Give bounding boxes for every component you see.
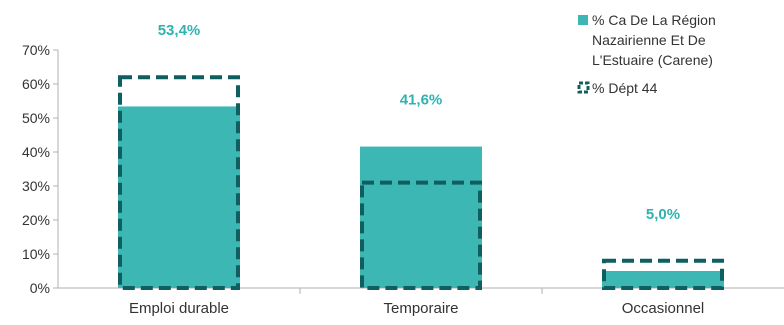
y-tick-label: 10%	[22, 246, 50, 262]
y-tick-label: 40%	[22, 144, 50, 160]
data-label: 53,4%	[158, 22, 201, 39]
y-tick-label: 70%	[22, 42, 50, 58]
legend-label-carene: L'Estuaire (Carene)	[592, 52, 713, 68]
legend-label-dept44: % Dépt 44	[592, 80, 658, 96]
x-category-label: Occasionnel	[622, 300, 705, 317]
x-category-label: Emploi durable	[129, 300, 229, 317]
data-label: 5,0%	[646, 206, 680, 223]
bar-carene	[360, 146, 482, 288]
y-tick-label: 0%	[30, 280, 50, 296]
bar-dept44	[602, 258, 724, 290]
bar-carene	[118, 106, 240, 288]
data-label: 41,6%	[400, 92, 443, 109]
y-tick-label: 30%	[22, 178, 50, 194]
y-tick-label: 60%	[22, 76, 50, 92]
legend-swatch-dept44	[577, 81, 590, 94]
y-tick-label: 50%	[22, 110, 50, 126]
bar-carene	[602, 271, 724, 288]
bar-dept44	[118, 75, 240, 290]
legend-label-carene: % Ca De La Région	[592, 12, 716, 28]
legend-swatch-carene	[578, 15, 588, 25]
x-category-label: Temporaire	[383, 300, 458, 317]
y-tick-label: 20%	[22, 212, 50, 228]
bar-dept44	[360, 180, 482, 291]
legend-label-carene: Nazairienne Et De	[592, 32, 706, 48]
